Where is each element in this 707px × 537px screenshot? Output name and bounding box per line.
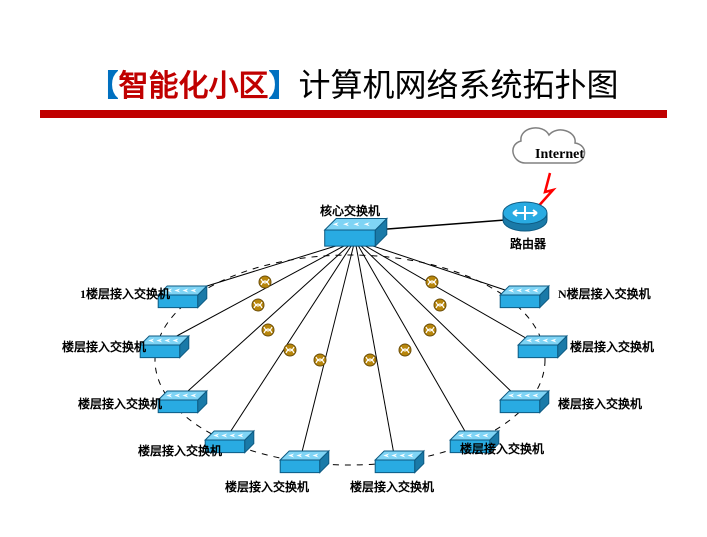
topology-diagram: 核心交换机路由器Internet1楼层接入交换机楼层接入交换机楼层接入交换机楼层… bbox=[0, 120, 707, 532]
node-label: 楼层接入交换机 bbox=[558, 395, 642, 412]
node-label: 楼层接入交换机 bbox=[225, 478, 309, 495]
node-label: 楼层接入交换机 bbox=[78, 395, 162, 412]
internet-label: Internet bbox=[535, 147, 584, 163]
title-bracket-close: 】 bbox=[268, 70, 298, 103]
node-label: 1楼层接入交换机 bbox=[80, 285, 170, 302]
title-bracket-open: 【 bbox=[88, 70, 118, 103]
title-underline bbox=[40, 110, 667, 118]
node-label: 楼层接入交换机 bbox=[350, 478, 434, 495]
node-label: 楼层接入交换机 bbox=[138, 442, 222, 459]
node-label: 路由器 bbox=[510, 235, 546, 252]
node-label: N楼层接入交换机 bbox=[558, 285, 651, 302]
topology-svg bbox=[0, 120, 707, 532]
node-label: 楼层接入交换机 bbox=[62, 338, 146, 355]
node-label: 楼层接入交换机 bbox=[570, 338, 654, 355]
title-main: 计算机网络系统拓扑图 bbox=[298, 67, 618, 103]
node-label: 核心交换机 bbox=[320, 202, 380, 219]
title-highlight: 智能化小区 bbox=[118, 70, 268, 103]
node-label: 楼层接入交换机 bbox=[460, 440, 544, 457]
slide-title: 【智能化小区】计算机网络系统拓扑图 bbox=[0, 60, 707, 106]
